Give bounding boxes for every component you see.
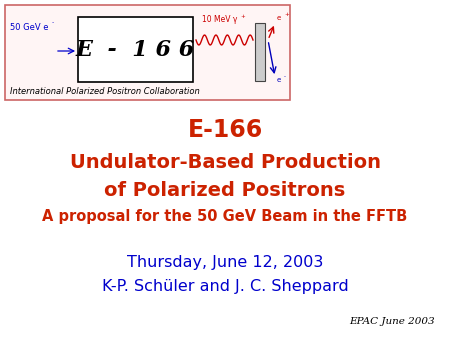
Text: E-166: E-166	[187, 118, 263, 142]
Text: of Polarized Positrons: of Polarized Positrons	[104, 180, 346, 199]
Text: 50 GeV e: 50 GeV e	[10, 23, 49, 31]
Text: E  -  1 6 6: E - 1 6 6	[76, 39, 195, 61]
Text: Thursday, June 12, 2003: Thursday, June 12, 2003	[127, 255, 323, 269]
Text: +: +	[284, 13, 289, 18]
Text: -: -	[284, 74, 286, 79]
Bar	[78, 17, 193, 82]
Text: +: +	[240, 14, 245, 19]
Text: A proposal for the 50 GeV Beam in the FFTB: A proposal for the 50 GeV Beam in the FF…	[42, 209, 408, 223]
Text: Undulator-Based Production: Undulator-Based Production	[69, 152, 381, 171]
Text: K-P. Schüler and J. C. Sheppard: K-P. Schüler and J. C. Sheppard	[102, 279, 348, 293]
Bar	[255, 23, 265, 81]
Text: International Polarized Positron Collaboration: International Polarized Positron Collabo…	[10, 88, 200, 97]
Text: EPAC June 2003: EPAC June 2003	[349, 317, 435, 326]
Text: e: e	[277, 77, 281, 83]
Text: 10 MeV γ: 10 MeV γ	[202, 15, 237, 24]
Text: e: e	[277, 15, 281, 21]
Bar	[5, 5, 290, 100]
Text: -: -	[52, 21, 54, 25]
